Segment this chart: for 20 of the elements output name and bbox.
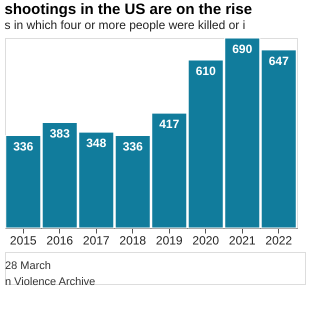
text: n Violence Archive bbox=[5, 276, 96, 288]
x-tick-label: 2018 bbox=[119, 234, 146, 248]
x-tick-label: 2017 bbox=[82, 234, 110, 248]
data-label: 383 bbox=[50, 126, 70, 141]
x-tick-label: 2019 bbox=[156, 234, 183, 248]
data-label: 348 bbox=[86, 136, 107, 150]
x-tick-label: 2016 bbox=[46, 234, 74, 248]
x-tick-label: 2021 bbox=[228, 234, 256, 248]
chart-title: shootings in the US are on the rise bbox=[4, 1, 252, 18]
x-tick-label: 2015 bbox=[10, 234, 37, 248]
data-label: 336 bbox=[13, 139, 34, 154]
x-tick-label: 2022 bbox=[265, 234, 292, 248]
data-label: 610 bbox=[196, 64, 216, 78]
data-label: 417 bbox=[159, 117, 180, 132]
chart-subtitle: s in which four or more people were killed or i bbox=[4, 18, 246, 32]
data-label: 647 bbox=[268, 54, 290, 68]
text: 28 March bbox=[5, 260, 51, 272]
x-tick-label: 2020 bbox=[192, 234, 220, 248]
data-label: 690 bbox=[232, 42, 253, 56]
data-label: 336 bbox=[122, 139, 144, 154]
